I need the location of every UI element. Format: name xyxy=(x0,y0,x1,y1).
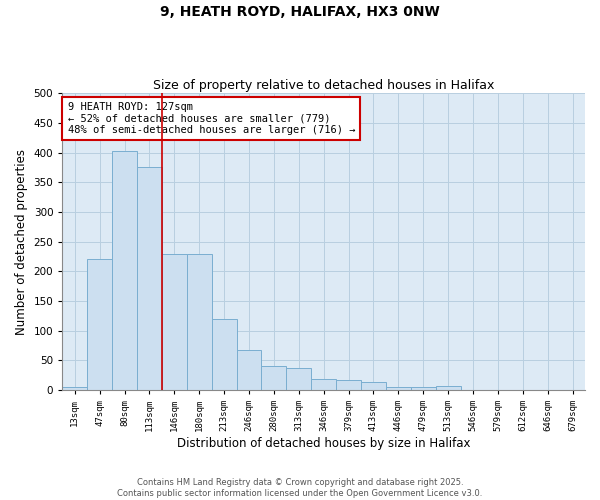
Bar xyxy=(62,387,87,390)
Bar xyxy=(236,350,262,390)
Bar xyxy=(286,368,311,390)
Bar xyxy=(311,380,336,390)
Bar xyxy=(386,387,411,390)
Bar xyxy=(137,168,162,390)
Title: Size of property relative to detached houses in Halifax: Size of property relative to detached ho… xyxy=(153,79,494,92)
Bar xyxy=(212,319,236,390)
Bar xyxy=(336,380,361,390)
Bar xyxy=(87,260,112,390)
Y-axis label: Number of detached properties: Number of detached properties xyxy=(15,148,28,334)
Text: 9, HEATH ROYD, HALIFAX, HX3 0NW: 9, HEATH ROYD, HALIFAX, HX3 0NW xyxy=(160,5,440,19)
Text: Contains HM Land Registry data © Crown copyright and database right 2025.
Contai: Contains HM Land Registry data © Crown c… xyxy=(118,478,482,498)
Bar xyxy=(436,386,461,390)
X-axis label: Distribution of detached houses by size in Halifax: Distribution of detached houses by size … xyxy=(177,437,470,450)
Bar xyxy=(187,254,212,390)
Text: 9 HEATH ROYD: 127sqm
← 52% of detached houses are smaller (779)
48% of semi-deta: 9 HEATH ROYD: 127sqm ← 52% of detached h… xyxy=(68,102,355,136)
Bar xyxy=(411,387,436,390)
Bar xyxy=(112,151,137,390)
Bar xyxy=(262,366,286,390)
Bar xyxy=(162,254,187,390)
Bar xyxy=(361,382,386,390)
